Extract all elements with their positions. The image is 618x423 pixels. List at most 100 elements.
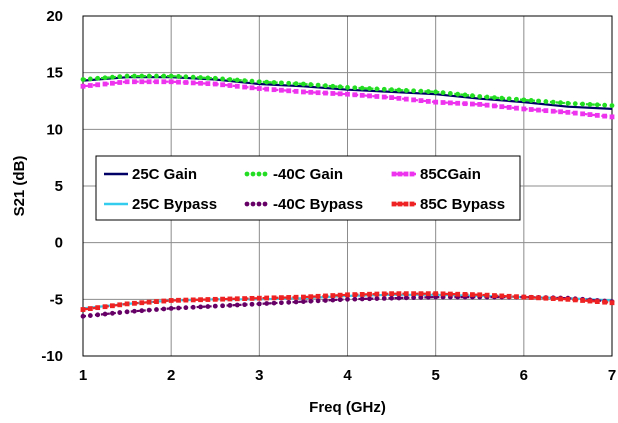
data-point	[176, 79, 181, 85]
data-point	[124, 73, 130, 79]
data-point	[418, 295, 424, 300]
data-point	[506, 293, 512, 299]
legend-item: -40C Bypass	[244, 196, 363, 213]
data-point	[521, 97, 527, 103]
data-point	[168, 298, 174, 303]
data-point	[323, 90, 328, 96]
y-tick-label: 10	[46, 121, 63, 138]
data-point	[242, 296, 248, 301]
x-tick-label: 1	[79, 367, 87, 384]
data-point	[139, 300, 145, 306]
data-point	[462, 101, 468, 107]
data-point	[256, 301, 262, 307]
data-point	[109, 80, 115, 86]
data-point	[587, 298, 593, 304]
data-point	[308, 298, 314, 304]
data-point	[109, 310, 115, 316]
data-point	[381, 86, 387, 92]
data-point	[286, 80, 292, 86]
data-point	[345, 91, 350, 97]
data-point	[124, 309, 130, 315]
data-point	[455, 91, 461, 97]
data-point	[543, 295, 549, 301]
data-point	[117, 302, 123, 308]
data-point	[528, 98, 534, 103]
data-point	[580, 111, 586, 117]
legend-marker	[409, 171, 415, 177]
data-point	[330, 83, 336, 89]
data-point	[80, 83, 86, 89]
data-point	[528, 295, 534, 300]
legend-label: 85CGain	[420, 166, 481, 183]
data-point	[447, 91, 453, 96]
data-point	[146, 299, 152, 305]
data-point	[345, 292, 350, 298]
data-point	[374, 94, 380, 99]
data-point	[367, 296, 372, 302]
data-point	[109, 303, 115, 309]
y-tick-label: 0	[55, 235, 63, 252]
data-point	[249, 85, 255, 91]
data-point	[190, 74, 196, 80]
data-point	[227, 83, 233, 88]
data-point	[587, 112, 593, 117]
data-point	[389, 87, 394, 93]
data-point	[359, 292, 365, 297]
legend-marker	[262, 201, 268, 207]
y-tick-label: 15	[46, 65, 63, 82]
data-point	[301, 299, 306, 304]
data-point	[359, 296, 365, 302]
legend-marker	[397, 201, 403, 207]
data-point	[95, 305, 101, 311]
data-point	[154, 73, 159, 79]
data-point	[190, 304, 196, 310]
data-point	[477, 292, 483, 298]
data-point	[198, 297, 203, 303]
data-point	[389, 295, 394, 301]
data-point	[293, 299, 299, 305]
x-tick-label: 6	[520, 367, 528, 384]
data-point	[220, 303, 225, 309]
data-point	[124, 79, 130, 85]
data-point	[359, 85, 365, 91]
data-point	[374, 296, 380, 301]
data-point	[381, 291, 387, 297]
legend-item: -40C Gain	[244, 166, 343, 183]
data-point	[418, 98, 424, 104]
data-point	[492, 95, 497, 100]
data-point	[124, 301, 130, 307]
data-point	[609, 114, 615, 120]
data-point	[352, 85, 358, 91]
legend-marker	[403, 171, 409, 177]
data-point	[132, 79, 137, 85]
data-point	[102, 311, 108, 317]
data-point	[234, 77, 240, 83]
data-point	[315, 298, 321, 304]
data-point	[477, 102, 483, 107]
data-point	[323, 293, 328, 299]
legend-marker	[403, 201, 409, 207]
data-point	[337, 91, 343, 97]
data-point	[440, 291, 446, 297]
data-point	[161, 79, 167, 85]
data-point	[293, 294, 299, 300]
data-point	[212, 303, 218, 309]
data-point	[550, 99, 556, 105]
data-point	[418, 291, 424, 297]
data-point	[183, 305, 189, 311]
legend-marker	[409, 201, 415, 207]
data-point	[242, 84, 248, 90]
data-point	[536, 98, 541, 104]
data-point	[264, 79, 270, 85]
data-point	[301, 81, 306, 87]
data-point	[484, 292, 490, 298]
y-tick-label: 5	[55, 178, 63, 195]
data-point	[330, 293, 336, 298]
data-point	[499, 95, 505, 101]
data-point	[95, 82, 101, 88]
data-point	[87, 306, 93, 311]
data-point	[565, 296, 571, 302]
data-point	[278, 295, 284, 301]
data-point	[462, 92, 468, 98]
